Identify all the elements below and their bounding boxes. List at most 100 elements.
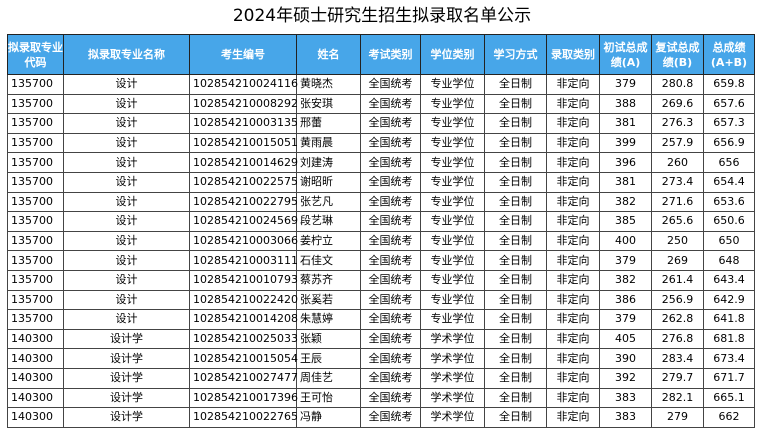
cell-study-mode: 全日制 (484, 328, 547, 350)
cell-exam-type: 全国统考 (360, 230, 421, 252)
cell-prelim-score: 381 (599, 171, 652, 193)
cell-exam-type: 全国统考 (360, 348, 421, 369)
cell-degree-type: 专业学位 (420, 132, 485, 154)
cell-major-code: 135700 (7, 269, 64, 291)
table-row: 140300 设计学 102854210027477 周佳艺 全国统考 学术学位 全日制 非定… (7, 367, 755, 389)
cell-study-mode: 全日制 (484, 113, 547, 134)
cell-major-code: 135700 (7, 250, 64, 271)
table-row: 135700 设计 102854210022420 张奚若 全国统考 专业学位 全日制 非定向… (7, 289, 755, 311)
cell-admission-type: 非定向 (546, 132, 600, 154)
cell-candidate-id: 102854210022575 (189, 171, 298, 193)
table-row: 135700 设计 102854210014208 朱慧婷 全国统考 专业学位 全日制 非定向… (7, 309, 755, 330)
cell-total-score: 643.4 (703, 269, 755, 291)
cell-prelim-score: 383 (599, 407, 652, 428)
cell-retest-score: 271.6 (651, 191, 704, 213)
cell-prelim-score: 399 (599, 132, 652, 154)
cell-admission-type: 非定向 (546, 387, 600, 409)
cell-study-mode: 全日制 (484, 367, 547, 389)
header-retest-score: 复试总成绩(B) (651, 34, 704, 75)
cell-major-code: 135700 (7, 211, 64, 232)
cell-name: 周佳艺 (296, 367, 361, 389)
table-row: 135700 设计 102854210014629 刘建涛 全国统考 专业学位 全日制 非定向… (7, 152, 755, 173)
table-row: 135700 设计 102854210008292 张安琪 全国统考 专业学位 全日制 非定向… (7, 93, 755, 115)
cell-total-score: 642.9 (703, 289, 755, 311)
cell-name: 石佳文 (296, 250, 361, 271)
header-name: 姓名 (296, 34, 361, 75)
cell-major-code: 140300 (7, 367, 64, 389)
cell-major-code: 135700 (7, 309, 64, 330)
table-row: 135700 设计 102854210003135 邢蕾 全国统考 专业学位 全日制 非定向 3… (7, 113, 755, 134)
cell-major-name: 设计学 (63, 328, 190, 350)
cell-admission-type: 非定向 (546, 152, 600, 173)
cell-candidate-id: 102854210015051 (189, 132, 298, 154)
cell-degree-type: 专业学位 (420, 309, 485, 330)
cell-retest-score: 279 (651, 407, 704, 428)
cell-total-score: 681.8 (703, 328, 755, 350)
cell-candidate-id: 102854210014629 (189, 152, 298, 173)
cell-degree-type: 专业学位 (420, 93, 485, 115)
cell-candidate-id: 102854210025033 (189, 328, 298, 350)
cell-prelim-score: 379 (599, 309, 652, 330)
cell-retest-score: 262.8 (651, 309, 704, 330)
cell-retest-score: 257.9 (651, 132, 704, 154)
cell-retest-score: 283.4 (651, 348, 704, 369)
cell-retest-score: 265.6 (651, 211, 704, 232)
cell-name: 段艺琳 (296, 211, 361, 232)
cell-prelim-score: 388 (599, 93, 652, 115)
cell-degree-type: 学术学位 (420, 367, 485, 389)
cell-total-score: 641.8 (703, 309, 755, 330)
cell-prelim-score: 379 (599, 74, 652, 95)
cell-prelim-score: 390 (599, 348, 652, 369)
cell-total-score: 657.6 (703, 93, 755, 115)
cell-prelim-score: 400 (599, 230, 652, 252)
cell-admission-type: 非定向 (546, 367, 600, 389)
cell-major-name: 设计 (63, 74, 190, 95)
cell-exam-type: 全国统考 (360, 74, 421, 95)
cell-major-name: 设计 (63, 113, 190, 134)
cell-candidate-id: 102854210008292 (189, 93, 298, 115)
cell-retest-score: 279.7 (651, 367, 704, 389)
cell-study-mode: 全日制 (484, 152, 547, 173)
cell-degree-type: 专业学位 (420, 191, 485, 213)
cell-study-mode: 全日制 (484, 250, 547, 271)
cell-total-score: 662 (703, 407, 755, 428)
cell-retest-score: 276.8 (651, 328, 704, 350)
cell-degree-type: 学术学位 (420, 407, 485, 428)
cell-candidate-id: 102854210017396 (189, 387, 298, 409)
cell-admission-type: 非定向 (546, 93, 600, 115)
cell-study-mode: 全日制 (484, 93, 547, 115)
cell-exam-type: 全国统考 (360, 387, 421, 409)
cell-degree-type: 专业学位 (420, 152, 485, 173)
cell-prelim-score: 382 (599, 269, 652, 291)
cell-total-score: 659.8 (703, 74, 755, 95)
cell-exam-type: 全国统考 (360, 250, 421, 271)
cell-major-name: 设计 (63, 191, 190, 213)
cell-candidate-id: 102854210027477 (189, 367, 298, 389)
cell-exam-type: 全国统考 (360, 171, 421, 193)
cell-exam-type: 全国统考 (360, 211, 421, 232)
cell-major-name: 设计 (63, 309, 190, 330)
cell-admission-type: 非定向 (546, 289, 600, 311)
cell-admission-type: 非定向 (546, 74, 600, 95)
table-row: 135700 设计 102854210015051 黄雨晨 全国统考 专业学位 全日制 非定向… (7, 132, 755, 154)
cell-major-name: 设计 (63, 289, 190, 311)
cell-total-score: 671.7 (703, 367, 755, 389)
cell-candidate-id: 102854210010793 (189, 269, 298, 291)
cell-name: 黄晓杰 (296, 74, 361, 95)
cell-exam-type: 全国统考 (360, 113, 421, 134)
cell-total-score: 673.4 (703, 348, 755, 369)
cell-candidate-id: 102854210014208 (189, 309, 298, 330)
cell-major-name: 设计 (63, 211, 190, 232)
cell-degree-type: 专业学位 (420, 230, 485, 252)
cell-degree-type: 专业学位 (420, 250, 485, 271)
cell-admission-type: 非定向 (546, 191, 600, 213)
cell-major-code: 140300 (7, 328, 64, 350)
table-header-row: 拟录取专业代码 拟录取专业名称 考生编号 姓名 考试类别 学位类别 学习方式 录取类别 初试总成… (7, 34, 755, 75)
cell-name: 张奚若 (296, 289, 361, 311)
cell-total-score: 650.6 (703, 211, 755, 232)
table-row: 135700 设计 102854210022795 张艺凡 全国统考 专业学位 全日制 非定向… (7, 191, 755, 213)
cell-total-score: 650 (703, 230, 755, 252)
cell-candidate-id: 102854210022765 (189, 407, 298, 428)
cell-major-name: 设计学 (63, 367, 190, 389)
cell-name: 朱慧婷 (296, 309, 361, 330)
